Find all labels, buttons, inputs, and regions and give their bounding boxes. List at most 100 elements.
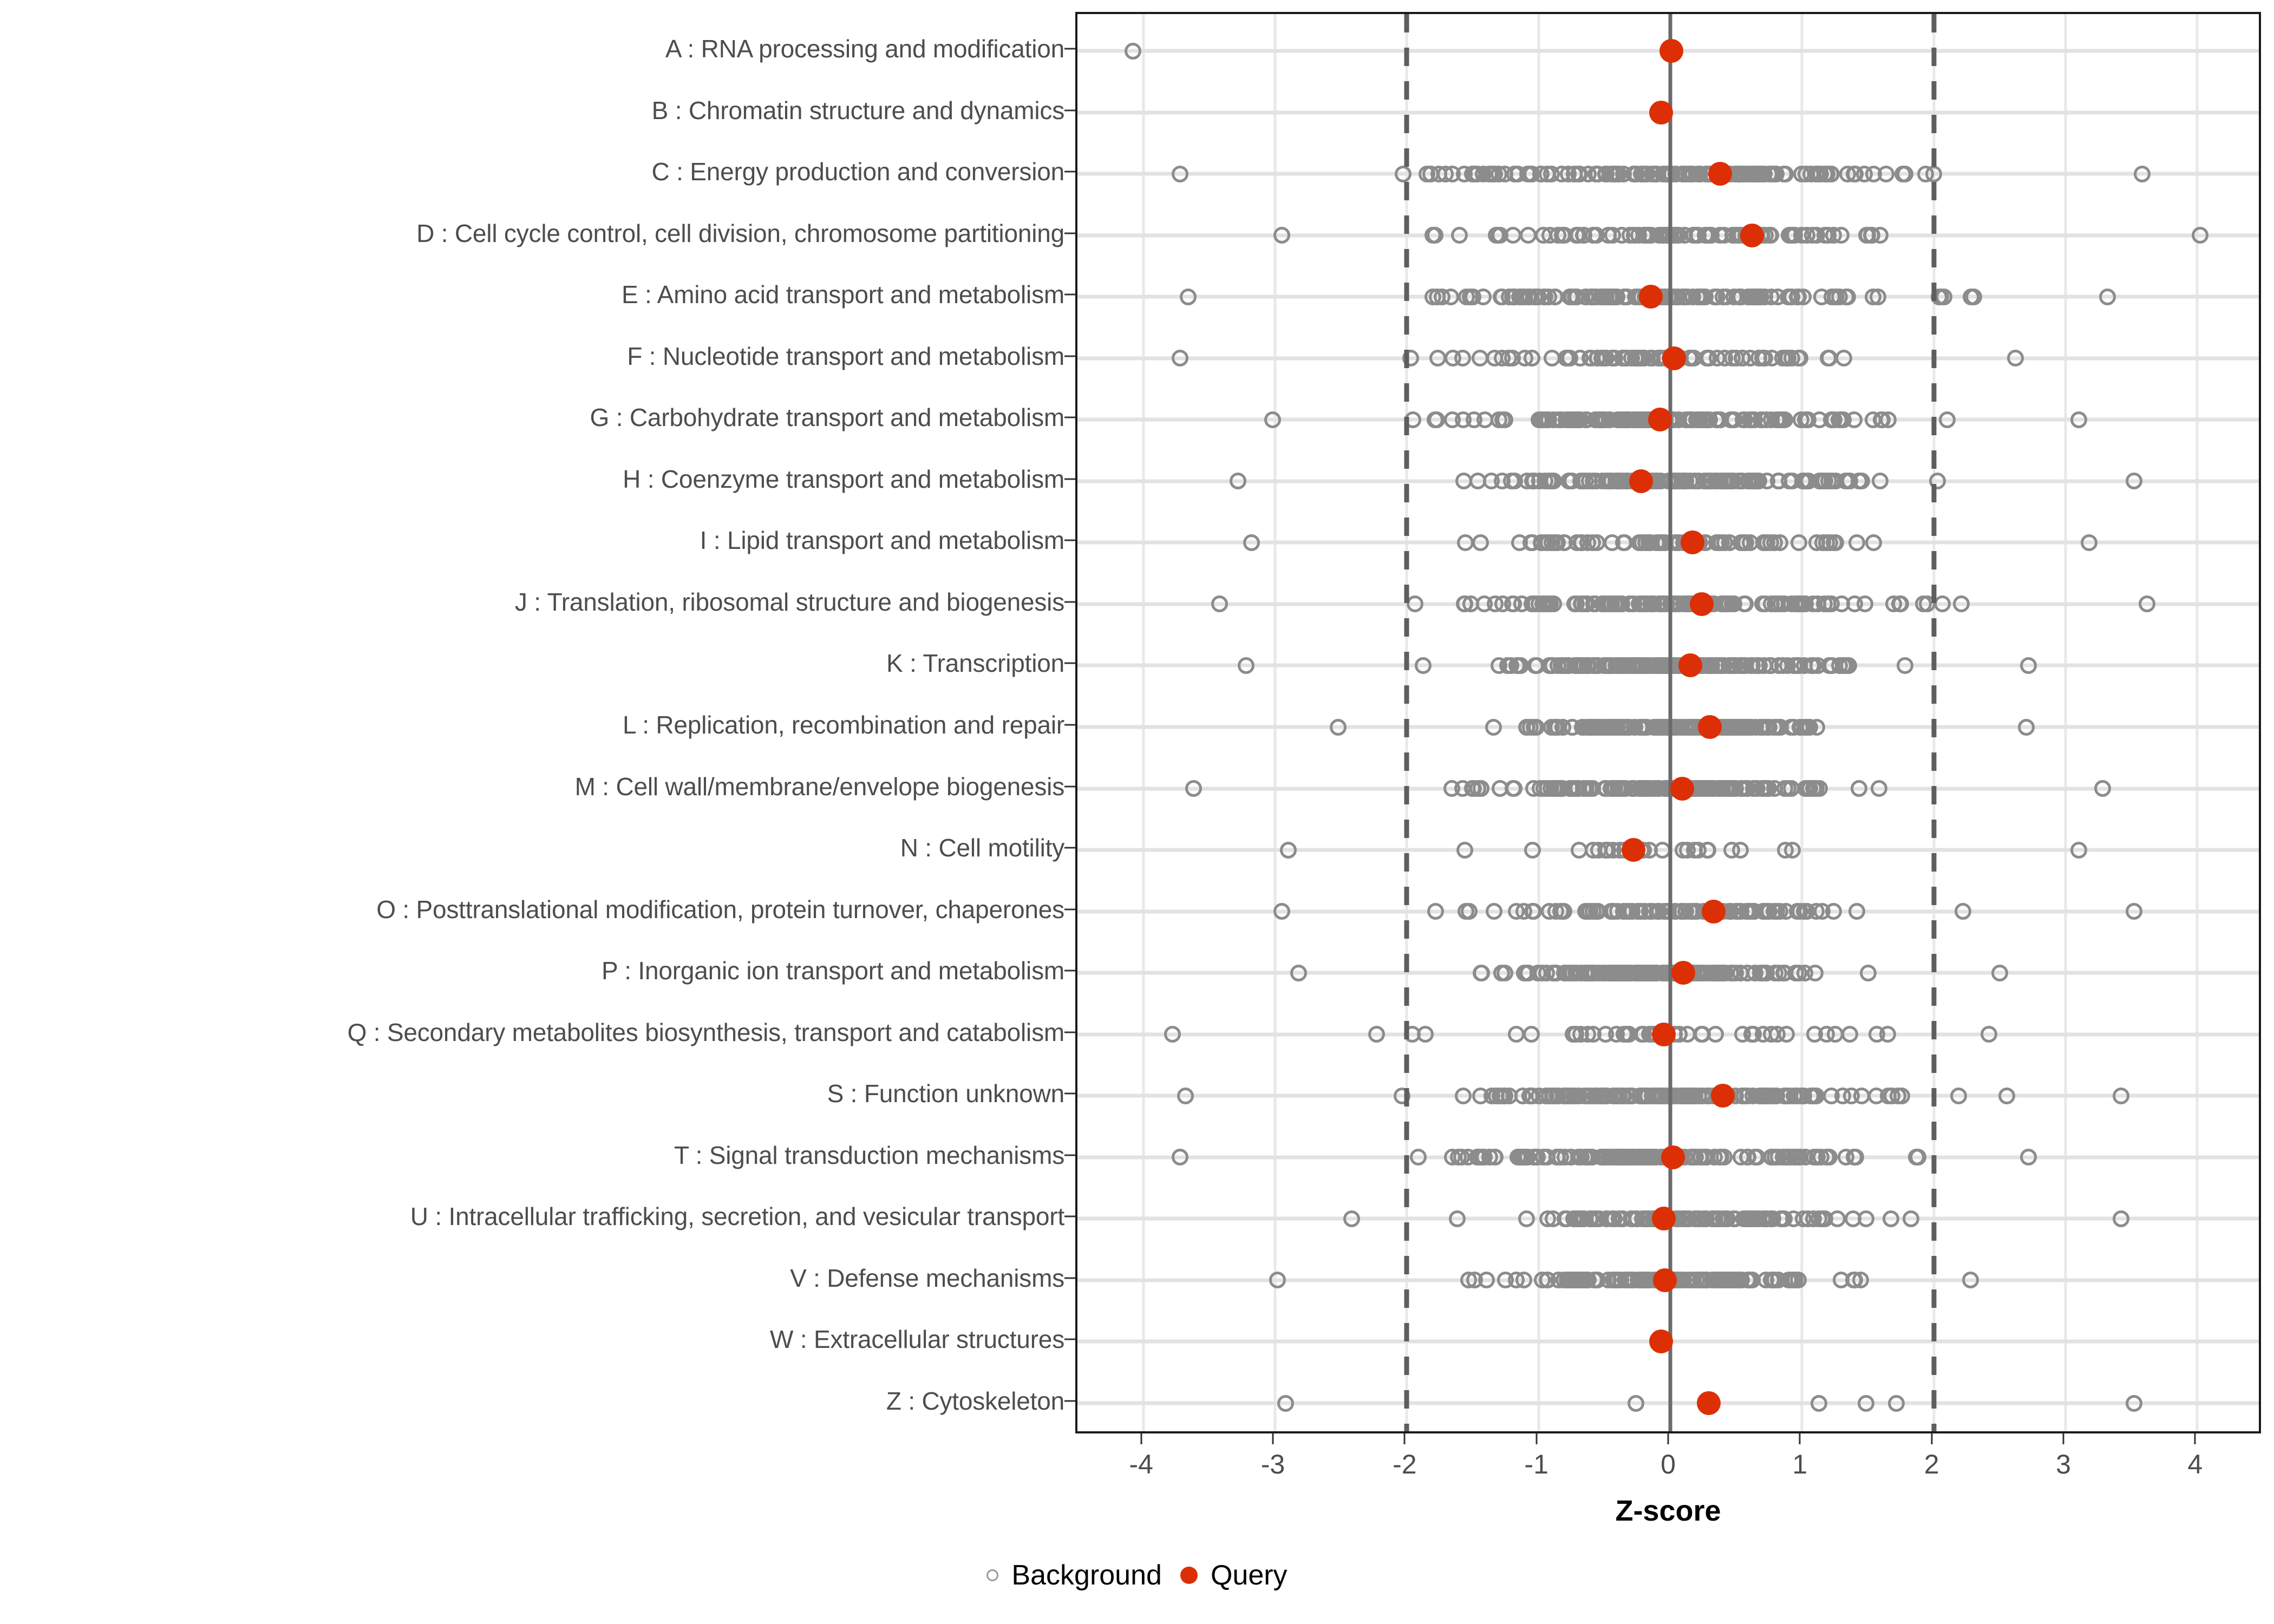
background-point <box>1616 964 1633 981</box>
query-point[interactable] <box>1696 1391 1721 1415</box>
background-point <box>1763 350 1780 367</box>
background-point <box>1759 718 1776 736</box>
background-point <box>1548 1149 1565 1166</box>
background-point <box>1177 1087 1194 1104</box>
query-point[interactable] <box>1629 469 1654 493</box>
background-point <box>1526 718 1543 736</box>
background-point <box>1731 473 1749 490</box>
background-point <box>2020 1149 2037 1166</box>
background-point <box>1882 1210 1899 1227</box>
query-point[interactable] <box>1670 776 1694 801</box>
chart-legend: Background Query <box>0 1559 2274 1592</box>
background-point <box>1454 350 1472 367</box>
query-point[interactable] <box>1653 1268 1677 1292</box>
y-axis-tick <box>1064 785 1075 788</box>
background-point <box>1828 1210 1846 1227</box>
query-point[interactable] <box>1651 1207 1676 1231</box>
y-axis-tick <box>1064 293 1075 296</box>
background-point <box>1998 1087 2015 1104</box>
x-axis-tick-label: 0 <box>1661 1449 1676 1479</box>
background-point <box>1884 1087 1901 1104</box>
background-point <box>1769 1272 1787 1289</box>
y-axis-label: J : Translation, ribosomal structure and… <box>514 587 1064 616</box>
background-point <box>1750 1210 1767 1227</box>
background-point <box>1810 1394 1827 1412</box>
y-axis-tick <box>1064 1338 1075 1340</box>
background-point <box>1823 411 1840 428</box>
background-point <box>1485 718 1502 736</box>
query-point[interactable] <box>1702 899 1726 924</box>
query-point[interactable] <box>1711 1084 1735 1108</box>
x-axis-tick-label: -4 <box>1129 1449 1153 1479</box>
query-point[interactable] <box>1638 285 1663 309</box>
background-point <box>1571 841 1588 859</box>
background-point <box>1841 1026 1858 1043</box>
background-point <box>1424 227 1442 244</box>
background-point <box>1962 288 1979 305</box>
background-point <box>1429 350 1447 367</box>
background-point <box>1818 165 1835 182</box>
background-point <box>1759 1087 1776 1104</box>
query-point[interactable] <box>1649 100 1673 125</box>
background-point <box>1736 595 1754 613</box>
background-point <box>1910 1149 1927 1166</box>
y-axis-label: Z : Cytoskeleton <box>886 1387 1064 1415</box>
query-point[interactable] <box>1661 1145 1685 1169</box>
background-point <box>2139 595 2156 613</box>
background-point <box>1544 964 1561 981</box>
legend-entry-query[interactable]: Query <box>1180 1559 1288 1592</box>
background-point <box>1725 288 1742 305</box>
background-point <box>1639 1087 1657 1104</box>
background-point <box>1564 1026 1582 1043</box>
background-point <box>2133 165 2151 182</box>
background-point <box>1491 165 1508 182</box>
background-point <box>1273 227 1290 244</box>
background-point <box>1273 903 1290 920</box>
background-point <box>1456 595 1474 613</box>
background-point <box>1579 657 1596 674</box>
background-point <box>1587 903 1605 920</box>
background-point <box>1508 1026 1525 1043</box>
background-point <box>1798 411 1815 428</box>
background-point <box>1696 1272 1714 1289</box>
background-point <box>1820 350 1838 367</box>
background-point <box>1936 288 1953 305</box>
background-point <box>1495 1087 1513 1104</box>
background-point <box>1724 657 1742 674</box>
background-point <box>1981 1026 1998 1043</box>
query-point[interactable] <box>1651 1022 1676 1046</box>
query-point[interactable] <box>1659 39 1684 63</box>
background-point <box>1704 1210 1721 1227</box>
query-point[interactable] <box>1648 408 1672 432</box>
background-point <box>1540 534 1557 551</box>
background-point <box>1574 473 1591 490</box>
background-point <box>1723 841 1740 859</box>
query-point[interactable] <box>1678 653 1702 678</box>
query-point[interactable] <box>1740 223 1764 247</box>
y-axis-tick <box>1064 662 1075 664</box>
background-point <box>1651 534 1668 551</box>
background-point <box>1962 1272 1979 1289</box>
y-axis-label: K : Transcription <box>886 649 1064 678</box>
background-point <box>1953 595 1970 613</box>
query-point[interactable] <box>1621 838 1645 862</box>
background-point <box>1632 1272 1650 1289</box>
y-axis-label: I : Lipid transport and metabolism <box>700 526 1065 555</box>
background-point <box>1933 595 1951 613</box>
background-point <box>1806 964 1824 981</box>
background-point <box>1230 473 1247 490</box>
background-point <box>1124 42 1141 60</box>
background-point <box>1524 165 1541 182</box>
background-point <box>1561 964 1578 981</box>
background-point <box>1752 288 1769 305</box>
y-axis-label: S : Function unknown <box>827 1079 1065 1108</box>
query-point[interactable] <box>1690 592 1714 616</box>
background-point <box>2126 1394 2143 1412</box>
query-point[interactable] <box>1662 346 1687 370</box>
background-point <box>1694 411 1711 428</box>
query-point[interactable] <box>1698 715 1722 739</box>
background-point <box>1735 165 1753 182</box>
background-point <box>1455 1087 1472 1104</box>
legend-entry-background[interactable]: Background <box>986 1559 1162 1592</box>
y-axis-tick <box>1064 1154 1075 1156</box>
